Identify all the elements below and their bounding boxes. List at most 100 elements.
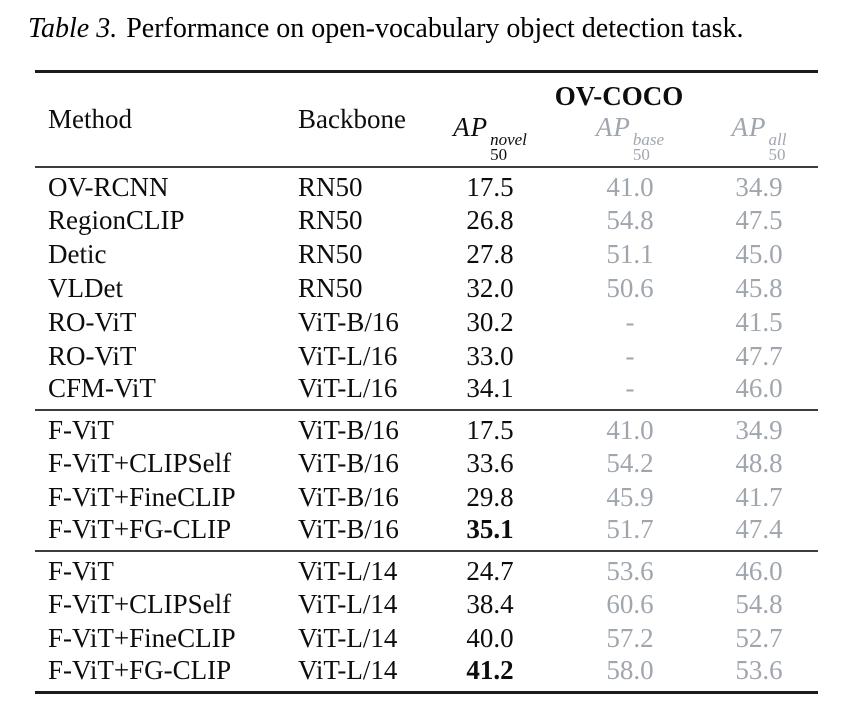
paper-page: Table 3. Performance on open-vocabulary o…	[28, 10, 819, 694]
ap-base-cell: -	[625, 373, 635, 403]
col-header-backbone: Backbone	[298, 104, 406, 134]
header-row-metrics: AP novel 50 AP base 50 AP all 50	[35, 112, 818, 167]
table-row: RO-ViT ViT-B/16 30.2 - 41.5	[35, 305, 818, 339]
method-cell: F-ViT+FineCLIP	[48, 481, 236, 512]
table-row: RO-ViT ViT-L/16 33.0 - 47.7	[35, 339, 818, 373]
ap-all-cell: 47.7	[735, 340, 783, 371]
col-group-header-ov-coco: OV-COCO	[554, 81, 684, 111]
backbone-cell: ViT-L/14	[298, 556, 398, 586]
ap-base-cell: 60.6	[606, 588, 654, 619]
ap-base-formula: AP base 50	[596, 112, 665, 164]
metric-header-ap-novel: AP novel 50	[420, 112, 560, 167]
ap-all-cell: 45.0	[735, 238, 783, 269]
caption-text: Performance on open-vocabulary object de…	[126, 13, 744, 44]
backbone-cell: ViT-B/16	[298, 447, 399, 478]
method-cell: F-ViT+CLIPSelf	[48, 588, 232, 619]
ap-base-cell: 54.2	[606, 447, 654, 478]
ap-all-cell: 47.4	[735, 514, 783, 544]
backbone-cell: ViT-L/16	[298, 373, 398, 403]
table-caption: Table 3. Performance on open-vocabulary o…	[28, 10, 818, 48]
method-cell: CFM-ViT	[48, 373, 156, 403]
ap-base-cell: 57.2	[606, 622, 654, 653]
backbone-cell: ViT-L/14	[298, 655, 398, 685]
backbone-cell: RN50	[298, 204, 363, 235]
backbone-cell: ViT-L/14	[298, 588, 398, 619]
ap-novel-formula: AP novel 50	[453, 112, 527, 164]
ap-novel-cell: 17.5	[466, 172, 514, 202]
ap-all-cell: 54.8	[735, 588, 783, 619]
backbone-cell: ViT-L/16	[298, 340, 398, 371]
table-row: F-ViT+FG-CLIP ViT-B/16 35.1 51.7 47.4	[35, 514, 818, 551]
ap-novel-cell: 29.8	[466, 481, 514, 512]
backbone-cell: ViT-B/16	[298, 415, 399, 445]
ap-novel-cell: 35.1	[466, 514, 514, 544]
table-body-group-baselines: OV-RCNN RN50 17.5 41.0 34.9 RegionCLIP R…	[35, 167, 818, 410]
ap-all-formula: AP all 50	[731, 112, 787, 164]
ap-novel-cell: 26.8	[466, 204, 514, 235]
method-cell: RegionCLIP	[48, 204, 185, 235]
backbone-cell: RN50	[298, 238, 363, 269]
ap-base-cell: -	[625, 340, 635, 371]
ap-all-cell: 34.9	[735, 415, 783, 445]
method-cell: F-ViT+FG-CLIP	[48, 514, 232, 544]
method-cell: Detic	[48, 238, 107, 269]
backbone-cell: RN50	[298, 272, 363, 303]
ap-novel-cell: 33.0	[466, 340, 514, 371]
ap-novel-cell: 34.1	[466, 373, 514, 403]
ap-novel-cell: 33.6	[466, 447, 514, 478]
ap-all-cell: 34.9	[735, 172, 783, 202]
backbone-cell: ViT-B/16	[298, 481, 399, 512]
table-row: Detic RN50 27.8 51.1 45.0	[35, 237, 818, 271]
method-cell: RO-ViT	[48, 340, 137, 371]
ap-all-cell: 52.7	[735, 622, 783, 653]
method-cell: F-ViT	[48, 556, 114, 586]
table-row: VLDet RN50 32.0 50.6 45.8	[35, 271, 818, 305]
ap-base-cell: 41.0	[606, 415, 654, 445]
ap-base-cell: 53.6	[606, 556, 654, 586]
ap-superscript: novel	[490, 130, 527, 149]
ap-novel-cell: 24.7	[466, 556, 514, 586]
col-header-method: Method	[48, 104, 132, 134]
table-row: F-ViT+FineCLIP ViT-B/16 29.8 45.9 41.7	[35, 480, 818, 514]
table-row: F-ViT+CLIPSelf ViT-B/16 33.6 54.2 48.8	[35, 446, 818, 480]
ap-novel-cell: 38.4	[466, 588, 514, 619]
ap-novel-cell: 40.0	[466, 622, 514, 653]
ap-subscript: 50	[768, 145, 786, 164]
table-body-group-vitl14: F-ViT ViT-L/14 24.7 53.6 46.0 F-ViT+CLIP…	[35, 551, 819, 693]
ap-all-cell: 45.8	[735, 272, 783, 303]
table-row: F-ViT ViT-L/14 24.7 53.6 46.0	[35, 551, 818, 587]
ap-all-cell: 48.8	[735, 447, 783, 478]
ap-superscript: base	[632, 130, 665, 149]
ap-base-cell: 50.6	[606, 272, 654, 303]
ap-all-cell: 46.0	[735, 556, 783, 586]
ap-novel-cell: 30.2	[466, 306, 514, 337]
header-row-top: Method Backbone OV-COCO	[35, 72, 818, 134]
method-cell: RO-ViT	[48, 306, 137, 337]
method-cell: F-ViT+FineCLIP	[48, 622, 236, 653]
ap-subscript: 50	[490, 145, 508, 164]
metric-header-ap-base: AP base 50	[560, 112, 700, 167]
ap-base-cell: 51.1	[606, 238, 654, 269]
table-header: Method Backbone OV-COCO AP novel 50 AP base…	[35, 72, 819, 167]
ap-subscript: 50	[632, 145, 650, 164]
metric-header-ap-all: AP all 50	[700, 112, 818, 167]
ap-name: AP	[731, 112, 767, 142]
table-row: OV-RCNN RN50 17.5 41.0 34.9	[35, 167, 818, 203]
ap-base-cell: -	[625, 306, 635, 337]
ap-name: AP	[453, 112, 489, 142]
table-row: F-ViT+FG-CLIP ViT-L/14 41.2 58.0 53.6	[35, 655, 818, 693]
method-cell: F-ViT+FG-CLIP	[48, 655, 232, 685]
table-body-group-vitb16: F-ViT ViT-B/16 17.5 41.0 34.9 F-ViT+CLIP…	[35, 410, 819, 551]
ap-base-cell: 41.0	[606, 172, 654, 202]
ap-all-cell: 46.0	[735, 373, 783, 403]
ap-novel-cell: 32.0	[466, 272, 514, 303]
backbone-cell: RN50	[298, 172, 363, 202]
ap-novel-cell: 27.8	[466, 238, 514, 269]
backbone-cell: ViT-B/16	[298, 306, 399, 337]
backbone-cell: ViT-B/16	[298, 514, 399, 544]
ap-all-cell: 47.5	[735, 204, 783, 235]
method-cell: F-ViT+CLIPSelf	[48, 447, 232, 478]
ap-novel-cell: 41.2	[466, 655, 514, 685]
ap-all-cell: 41.5	[735, 306, 783, 337]
method-cell: VLDet	[48, 272, 123, 303]
